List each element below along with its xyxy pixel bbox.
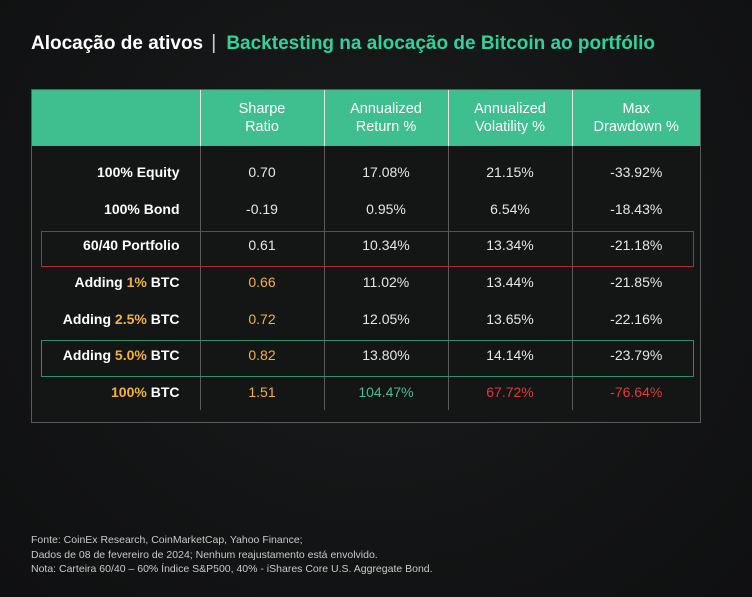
cell-drawdown: -22.16% — [610, 310, 663, 327]
cell-volatility: 21.15% — [448, 146, 573, 191]
cell-sharpe: 0.72 — [200, 300, 325, 337]
label-prefix: Adding — [62, 310, 115, 327]
cell-return: 10.34% — [324, 227, 449, 264]
title-subtitle: Backtesting na alocação de Bitcoin ao po… — [226, 32, 655, 54]
label-prefix: Adding — [62, 347, 115, 364]
row-label: Adding 5.0% BTC — [32, 336, 201, 374]
label-suffix: BTC — [146, 310, 180, 327]
table-row: 60/40 Portfolio 0.61 10.34% 13.34% -21.1… — [32, 227, 700, 264]
footnote-line: Fonte: CoinEx Research, CoinMarketCap, Y… — [31, 534, 303, 546]
label-suffix: BTC — [146, 347, 180, 364]
cell-sharpe: 0.61 — [200, 227, 325, 264]
table-row: 100% Equity 0.70 17.08% 21.15% -33.92% — [32, 146, 700, 191]
label-highlight: 1% — [126, 274, 147, 291]
cell-return: 17.08% — [324, 146, 449, 191]
row-label: 60/40 Portfolio — [32, 227, 201, 264]
cell-volatility: 14.14% — [448, 336, 573, 374]
cell-volatility: 13.34% — [448, 227, 573, 264]
title-separator: | — [211, 32, 217, 54]
cell-drawdown: -76.64% — [610, 383, 663, 400]
cell-drawdown: -33.92% — [610, 164, 663, 181]
cell-return: 13.80% — [324, 336, 449, 374]
cell-sharpe: -0.19 — [200, 190, 325, 228]
header-cell-drawdown: Max Drawdown % — [572, 90, 700, 146]
header-line: Return % — [355, 119, 417, 135]
label-highlight: 100% — [111, 383, 147, 400]
row-label: 100% Bond — [32, 190, 201, 228]
table-row: Adding 2.5% BTC 0.72 12.05% 13.65% -22.1… — [32, 300, 700, 337]
row-label: Adding 2.5% BTC — [32, 300, 201, 337]
page-title: Alocação de ativos | Backtesting na aloc… — [31, 32, 655, 55]
table-row: 100% BTC 1.51 104.47% 67.72% -76.64% — [32, 373, 700, 411]
cell-volatility: 6.54% — [448, 190, 573, 228]
highlight-box-60-40 — [41, 231, 694, 267]
header-line: Annualized — [350, 101, 422, 117]
row-label: Adding 1% BTC — [32, 263, 201, 301]
cell-return: 104.47% — [324, 373, 449, 411]
header-cell-sharpe: Sharpe Ratio — [200, 90, 325, 146]
cell-sharpe: 0.82 — [200, 336, 325, 374]
cell-volatility: 67.72% — [448, 373, 573, 411]
cell-sharpe: 1.51 — [200, 373, 325, 411]
label-suffix: BTC — [146, 383, 180, 400]
cell-volatility: 13.65% — [448, 300, 573, 337]
cell-sharpe: 0.70 — [200, 146, 325, 191]
cell-return: 12.05% — [324, 300, 449, 337]
header-line: Sharpe — [238, 101, 286, 117]
title-main: Alocação de ativos — [31, 32, 204, 54]
header-cell-empty — [32, 90, 201, 146]
cell-volatility: 13.44% — [448, 263, 573, 301]
label-suffix: BTC — [146, 274, 180, 291]
cell-drawdown: -21.85% — [610, 274, 663, 291]
row-label: 100% BTC — [32, 373, 201, 411]
row-label: 100% Equity — [32, 146, 201, 191]
table-row: Adding 5.0% BTC 0.82 13.80% 14.14% -23.7… — [32, 336, 700, 374]
header-line: Annualized — [474, 101, 546, 117]
header-cell-volatility: Annualized Volatility % — [448, 90, 573, 146]
label-highlight: 5.0% — [114, 347, 147, 364]
highlight-box-5pct-btc — [41, 340, 694, 377]
footnote: Fonte: CoinEx Research, CoinMarketCap, Y… — [31, 533, 433, 577]
footnote-line: Nota: Carteira 60/40 – 60% Índice S&P500… — [31, 563, 433, 575]
header-cell-return: Annualized Return % — [324, 90, 449, 146]
cell-drawdown: -18.43% — [610, 200, 663, 217]
cell-drawdown: -23.79% — [610, 347, 663, 364]
table-row: 100% Bond -0.19 0.95% 6.54% -18.43% — [32, 190, 700, 228]
cell-drawdown: -21.18% — [610, 237, 663, 254]
cell-return: 11.02% — [324, 263, 449, 301]
header-line: Drawdown % — [593, 119, 679, 135]
label-highlight: 2.5% — [114, 310, 147, 327]
results-table: Sharpe Ratio Annualized Return % Annualize… — [31, 89, 701, 423]
cell-sharpe: 0.66 — [200, 263, 325, 301]
header-line: Max — [622, 101, 650, 117]
footnote-line: Dados de 08 de fevereiro de 2024; Nenhum… — [31, 548, 378, 561]
table-header-row: Sharpe Ratio Annualized Return % Annualize… — [32, 90, 700, 146]
cell-return: 0.95% — [324, 190, 449, 228]
header-line: Volatility % — [474, 119, 546, 135]
label-prefix: Adding — [74, 274, 127, 291]
table-row: Adding 1% BTC 0.66 11.02% 13.44% -21.85% — [32, 263, 700, 301]
header-line: Ratio — [245, 119, 279, 135]
